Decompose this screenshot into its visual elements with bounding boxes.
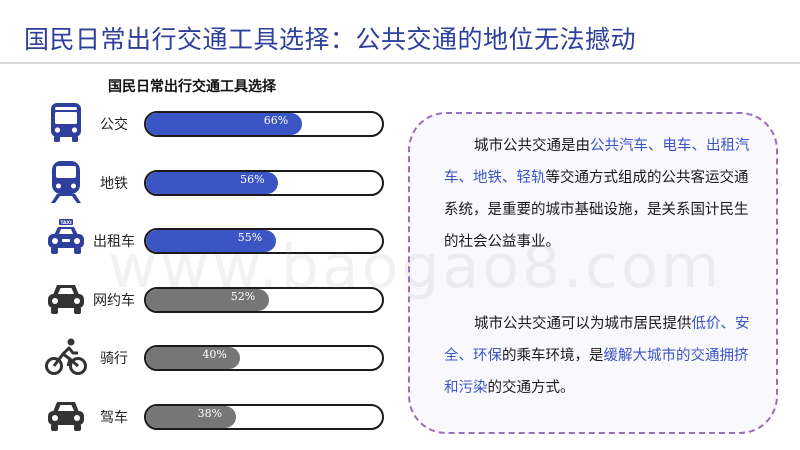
- bar-fill: [146, 230, 276, 252]
- bar-track: [144, 228, 384, 254]
- value-label: 40%: [202, 348, 227, 361]
- bar-fill: [146, 288, 269, 311]
- category-label: 公交: [100, 117, 128, 133]
- bar-fill: [146, 171, 279, 194]
- bar-row: 骑行 40%: [0, 335, 400, 385]
- subway-icon: [44, 160, 88, 204]
- bar-track: [144, 111, 384, 137]
- highlight-text: 低价、安全、环保: [444, 316, 750, 364]
- car-icon: [44, 277, 88, 321]
- category-label: 网约车: [93, 292, 135, 309]
- body-text: 城市公共交通是由: [474, 138, 590, 154]
- body-text: 等交通方式组成的公共客运交通系统，是重要的城市基础设施，是关系国计民生的社会公益…: [444, 170, 749, 250]
- bar-row: 公交 66%: [0, 101, 400, 151]
- body-text: 城市公共交通可以为城市居民提供: [474, 316, 692, 332]
- category-label: 地铁: [100, 175, 128, 192]
- taxi-icon: TAXI: [44, 218, 88, 262]
- bus-icon: [44, 101, 88, 145]
- category-label: 骑行: [100, 351, 128, 367]
- value-label: 38%: [197, 406, 223, 420]
- value-label: 56%: [240, 172, 265, 186]
- bar-track: [144, 286, 384, 313]
- info-paragraph-1: 城市公共交通是由公共汽车、电车、出租汽车、地铁、轻轨等交通方式组成的公共客运交通…: [444, 130, 756, 258]
- body-text: 的乘车环境，是: [502, 348, 604, 364]
- category-label: 驾车: [100, 409, 128, 426]
- bar-track: [144, 345, 384, 371]
- bar-fill: [146, 113, 302, 135]
- bar-fill: [146, 405, 236, 428]
- highlight-text: 缓解大城市的交通拥挤和污染: [444, 348, 749, 396]
- title-divider: [0, 62, 800, 64]
- info-box: 城市公共交通是由公共汽车、电车、出租汽车、地铁、轻轨等交通方式组成的公共客运交通…: [408, 112, 778, 434]
- bar-fill: [146, 347, 241, 369]
- bar-track: [144, 403, 384, 430]
- value-label: 52%: [230, 289, 256, 303]
- bar-row: 网约车 52%: [0, 277, 400, 327]
- bar-track: [144, 169, 384, 196]
- value-label: 66%: [263, 114, 289, 127]
- bar-row: 地铁 56%: [0, 160, 400, 210]
- svg-text:TAXI: TAXI: [60, 220, 72, 226]
- bar-row: TAXI 出租车 55%: [0, 218, 400, 268]
- bicycle-icon: [44, 335, 88, 379]
- page-title: 国民日常出行交通工具选择：公共交通的地位无法撼动: [24, 25, 637, 54]
- category-label: 出租车: [93, 234, 135, 250]
- highlight-text: 公共汽车、电车、出租汽车、地铁、轻轨: [444, 138, 750, 186]
- value-label: 55%: [237, 231, 263, 244]
- body-text: 的交通方式。: [487, 380, 575, 396]
- car-icon: [44, 394, 88, 438]
- bar-row: 驾车 38%: [0, 394, 400, 444]
- chart-title: 国民日常出行交通工具选择: [108, 79, 276, 95]
- info-paragraph-2: 城市公共交通可以为城市居民提供低价、安全、环保的乘车环境，是缓解大城市的交通拥挤…: [444, 308, 756, 404]
